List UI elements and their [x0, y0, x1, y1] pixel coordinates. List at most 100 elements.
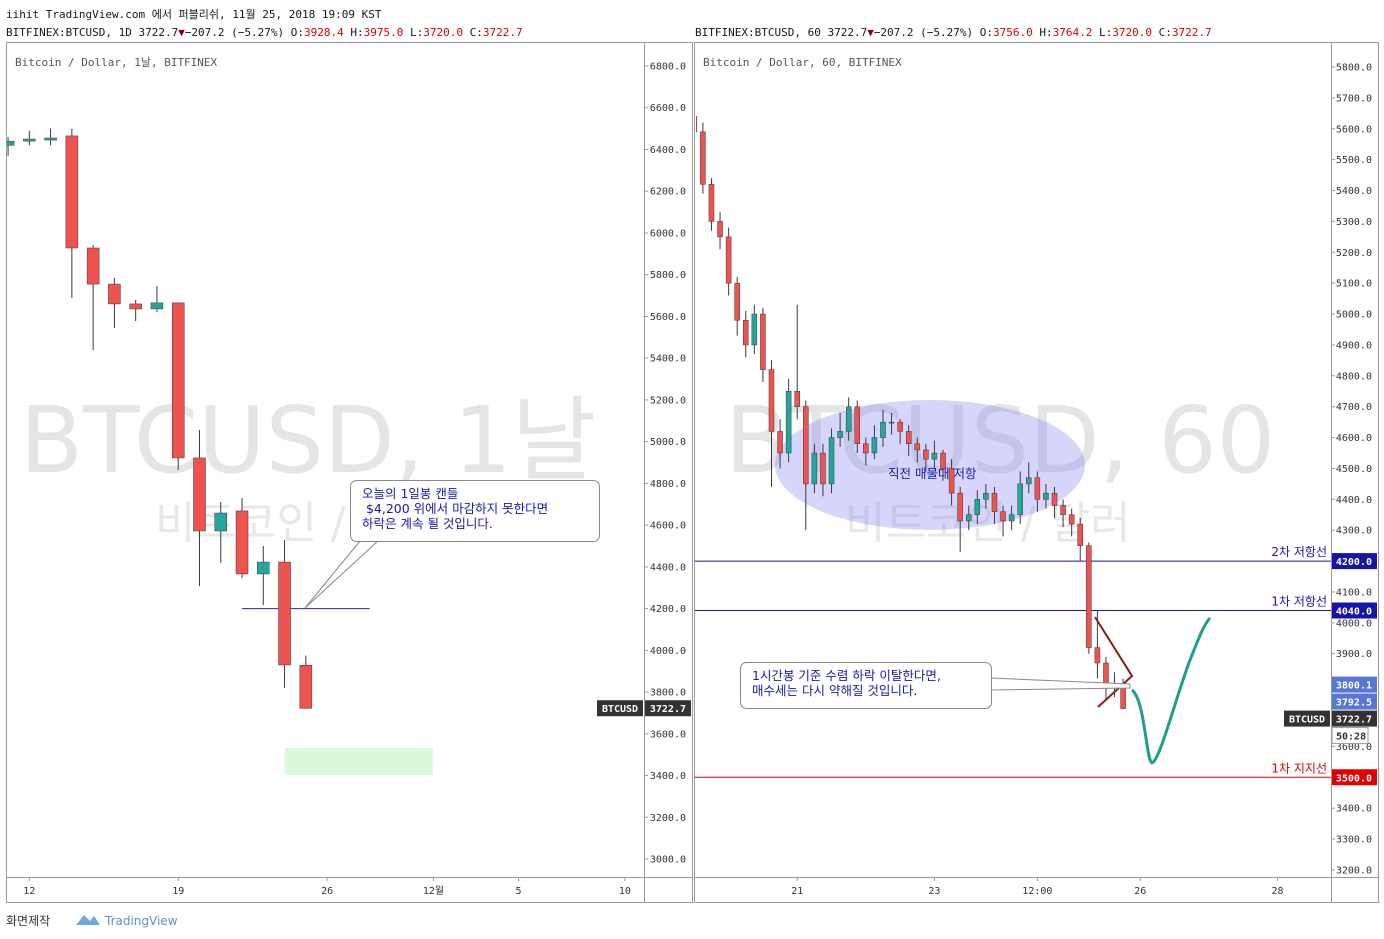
- info-segment: L:: [1092, 26, 1112, 39]
- y-tick-label: 3600.0: [650, 729, 686, 740]
- y-tick-label: 4000.0: [650, 646, 686, 657]
- candle-body: [214, 512, 228, 532]
- level-tag: [1332, 553, 1377, 570]
- callout-text: 오늘의 1일봉 캔들: [362, 486, 458, 501]
- x-tick-label: 26: [321, 886, 333, 897]
- y-tick-label: 3400.0: [650, 771, 686, 782]
- candle-body: [931, 452, 938, 460]
- candle-body: [974, 499, 981, 516]
- candle-body: [837, 431, 843, 438]
- candle-body: [820, 452, 826, 485]
- y-tick-label: 4100.0: [1336, 587, 1372, 598]
- candle-body: [965, 514, 972, 522]
- candle-body: [44, 137, 57, 141]
- candle-body: [1068, 514, 1075, 525]
- candle-body: [696, 116, 698, 133]
- info-segment: 3720.0: [1112, 26, 1152, 39]
- candle-body: [1094, 647, 1101, 664]
- symbol-tag-label: BTCUSD: [602, 704, 638, 715]
- y-tick-label: 4600.0: [1336, 433, 1372, 444]
- y-tick-label: 5400.0: [1336, 186, 1372, 197]
- candle-body: [108, 283, 121, 305]
- info-segment: C:: [463, 26, 483, 39]
- y-tick-label: 4800.0: [650, 479, 686, 490]
- countdown-tag: [1331, 727, 1369, 745]
- callout-box: [350, 480, 600, 542]
- y-tick-label: 4400.0: [1336, 495, 1372, 506]
- y-tick-label: 3200.0: [650, 813, 686, 824]
- candle-body: [193, 457, 206, 532]
- info-segment: 3720.0: [423, 26, 463, 39]
- info-segment: 3928.4: [304, 26, 344, 39]
- candle-body: [700, 131, 706, 185]
- y-tick-label: 4900.0: [1336, 340, 1372, 351]
- y-tick-label: 4500.0: [1336, 464, 1372, 475]
- candle-body: [1077, 523, 1083, 546]
- level-tag-label: 4040.0: [1336, 607, 1372, 618]
- brand-logo: [76, 915, 100, 925]
- y-tick-label: 4200.0: [650, 604, 686, 615]
- y-tick-label: 3200.0: [1336, 865, 1372, 876]
- candle-body: [278, 561, 291, 666]
- y-tick-label: 5000.0: [650, 437, 686, 448]
- candle-body: [751, 313, 758, 346]
- symbol-tag: [597, 700, 643, 717]
- price-tag: [645, 700, 691, 717]
- footer-brand: TradingView: [104, 914, 178, 928]
- candle-body: [86, 247, 100, 285]
- candle-body: [1026, 477, 1032, 485]
- price-tag: [1332, 710, 1377, 727]
- info-segment: ▼: [178, 26, 185, 39]
- price-tag-label: 3792.5: [1336, 698, 1372, 709]
- price-tag: [1332, 693, 1377, 710]
- price-tag-label: 3722.7: [1336, 715, 1372, 726]
- right-panel-frame: [694, 42, 1379, 903]
- y-tick-label: 5000.0: [1336, 310, 1372, 321]
- info-segment: H:: [344, 26, 364, 39]
- x-tick-label: 12: [23, 886, 35, 897]
- candle-body: [708, 184, 715, 222]
- candle-body: [794, 391, 800, 407]
- left-panel-frame: [6, 42, 693, 903]
- y-tick-label: 6600.0: [650, 103, 686, 114]
- candle-body: [957, 492, 963, 522]
- publish-header: iihit TradingView.com 에서 퍼블리쉬, 11월 25, 2…: [6, 8, 382, 21]
- info-segment: BITFINEX:BTCUSD, 60 3722.7: [695, 26, 867, 39]
- info-segment: 3722.7: [483, 26, 523, 39]
- triangle-pattern: [1094, 616, 1134, 708]
- candle-body: [880, 421, 886, 438]
- y-tick-label: 3300.0: [1336, 835, 1372, 846]
- info-segment: L:: [403, 26, 423, 39]
- y-tick-label: 3900.0: [1336, 649, 1372, 660]
- symbol-info: BITFINEX:BTCUSD, 60 3722.7▼−207.2 (−5.27…: [695, 26, 1212, 39]
- y-tick-label: 3400.0: [1336, 804, 1372, 815]
- y-tick-label: 6400.0: [650, 145, 686, 156]
- candle-body: [734, 282, 740, 321]
- price-tag-label: 3800.1: [1336, 681, 1372, 692]
- candle-body: [1000, 511, 1006, 522]
- level-tag-label: 3500.0: [1336, 773, 1372, 784]
- footer-credit: 화면제작: [6, 914, 50, 928]
- candle-body: [863, 443, 869, 454]
- watermark: BTCUSD, 1날: [20, 387, 596, 494]
- info-segment: ▼: [867, 26, 874, 39]
- chart-title: Bitcoin / Dollar, 60, BITFINEX: [703, 56, 902, 69]
- y-tick-label: 5600.0: [650, 312, 686, 323]
- candle-body: [871, 437, 878, 454]
- candle-body: [940, 452, 946, 469]
- x-tick-label: 19: [172, 886, 184, 897]
- projection-curve: [1130, 616, 1212, 765]
- y-tick-label: 6800.0: [650, 62, 686, 73]
- candle-body: [777, 431, 783, 454]
- candle-body: [760, 313, 766, 370]
- info-segment: 3756.0: [993, 26, 1033, 39]
- symbol-tag-label: BTCUSD: [1289, 715, 1325, 726]
- y-tick-label: 5100.0: [1336, 279, 1372, 290]
- candle-body: [171, 302, 185, 459]
- callout-text: 1시간봉 기준 수렴 하락 이탈한다면,: [752, 668, 941, 683]
- level-name: 1차 저항선: [1271, 595, 1327, 609]
- candle-body: [23, 138, 36, 142]
- watermark: 비트코인 / 달러: [845, 498, 1131, 549]
- callout-text: $4,200 위에서 마감하지 못한다면: [362, 501, 548, 516]
